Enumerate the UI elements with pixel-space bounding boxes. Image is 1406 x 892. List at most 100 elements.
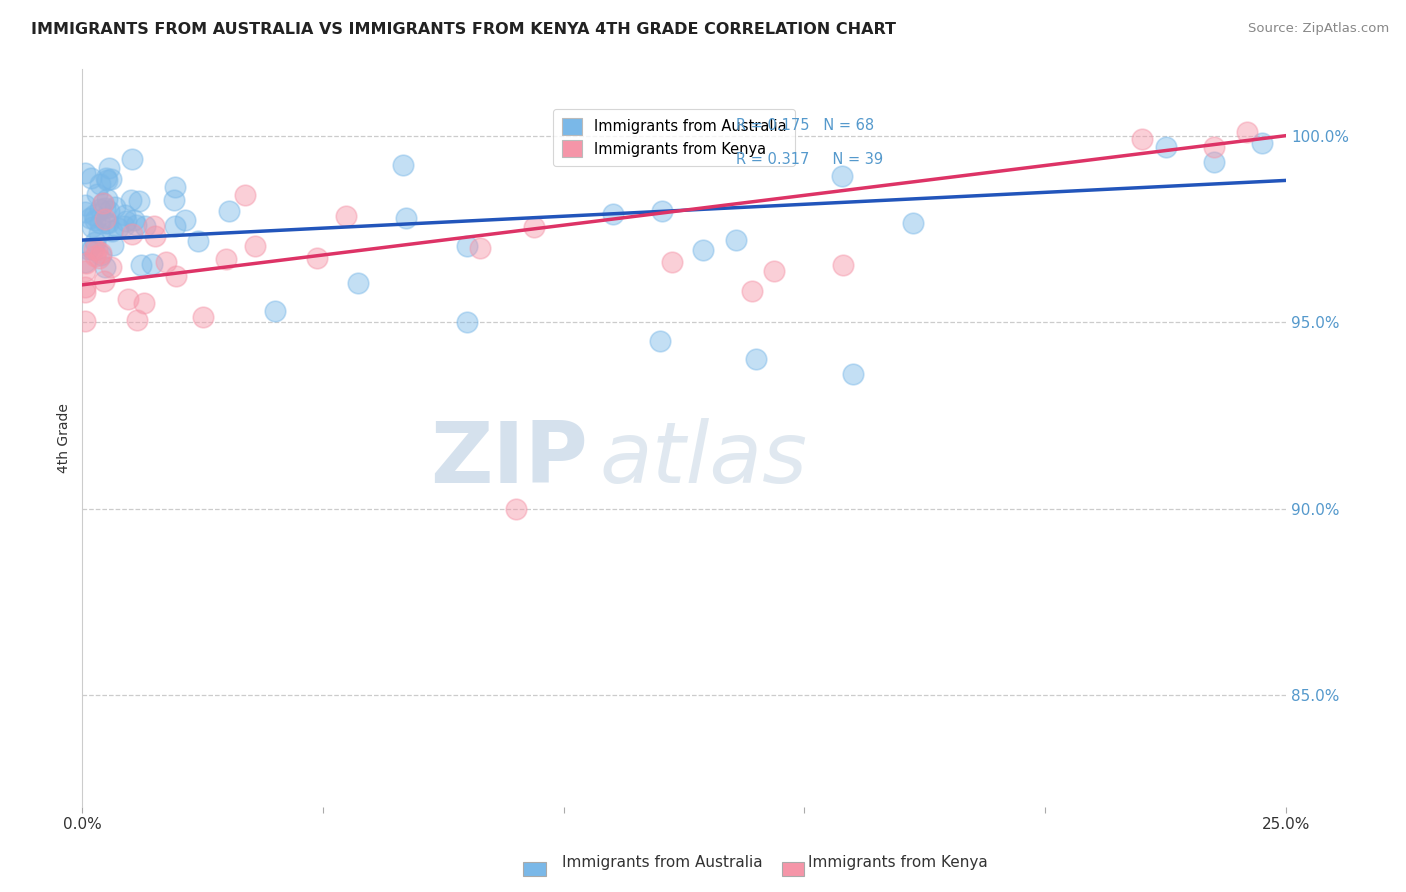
Point [76,242,98,256]
Point [1130,132,1153,146]
Point [214,252,236,266]
Point [98,204,121,219]
Point [745,352,768,367]
Point [101,224,124,238]
Point [90,248,112,262]
Point [264,304,287,318]
Point [127,313,149,327]
Point [75,255,97,269]
Text: Immigrants from Kenya: Immigrants from Kenya [808,855,988,870]
Point [191,310,214,324]
Point [91,196,114,211]
Point [94,260,117,275]
Point [80,220,103,235]
Text: R = 0.175   N = 68: R = 0.175 N = 68 [735,118,875,133]
Point [831,169,853,183]
Point [724,233,747,247]
Point [125,218,148,232]
Point [143,228,166,243]
Text: Source: ZipAtlas.com: Source: ZipAtlas.com [1249,22,1389,36]
Point [89,216,111,230]
Point [75,256,97,270]
Point [86,187,108,202]
Point [165,268,187,283]
Point [648,334,671,348]
Point [94,170,117,185]
Point [75,204,97,219]
Text: atlas: atlas [600,418,808,501]
Point [128,194,150,208]
Point [155,255,177,269]
Point [1236,125,1258,139]
Point [86,243,108,257]
Point [163,219,186,233]
Point [124,212,146,227]
Point [523,220,546,235]
Point [602,207,624,221]
Point [218,203,240,218]
Point [107,220,129,235]
Point [73,264,96,278]
Point [97,216,120,230]
Text: R = 0.317     N = 39: R = 0.317 N = 39 [735,152,883,167]
Point [94,216,117,230]
Point [101,238,124,252]
Point [233,188,256,202]
Legend: Immigrants from Australia, Immigrants from Kenya: Immigrants from Australia, Immigrants fr… [553,109,796,166]
Point [117,292,139,306]
Point [1202,140,1225,154]
Point [73,285,96,299]
Point [73,280,96,294]
Point [84,213,107,227]
Point [661,255,683,269]
Point [841,368,863,382]
Point [115,214,138,228]
Text: Immigrants from Australia: Immigrants from Australia [562,855,763,870]
Point [832,258,855,272]
Point [692,243,714,257]
Point [114,208,136,222]
Point [93,201,115,215]
Point [89,202,111,216]
Point [80,171,103,186]
Point [93,274,115,288]
Point [83,235,105,249]
Point [1202,154,1225,169]
Point [87,226,110,240]
Point [84,248,107,262]
Point [90,245,112,260]
Point [129,258,152,272]
Y-axis label: 4th Grade: 4th Grade [58,403,72,473]
Point [89,177,111,191]
Point [174,213,197,227]
Point [134,219,156,233]
Point [505,501,527,516]
Point [89,251,111,265]
Point [100,171,122,186]
Point [82,242,104,256]
Point [83,242,105,256]
Point [120,193,142,207]
Point [162,193,184,207]
Point [79,211,101,225]
Point [132,295,155,310]
Point [163,179,186,194]
Point [741,285,763,299]
Point [121,227,143,242]
Point [75,314,97,328]
Point [104,200,127,214]
Point [346,276,368,290]
Point [456,315,478,329]
Point [100,260,122,274]
Point [143,219,166,234]
Text: IMMIGRANTS FROM AUSTRALIA VS IMMIGRANTS FROM KENYA 4TH GRADE CORRELATION CHART: IMMIGRANTS FROM AUSTRALIA VS IMMIGRANTS … [31,22,896,37]
Point [651,203,673,218]
Point [73,166,96,180]
Point [763,264,786,278]
Point [96,173,118,187]
Point [335,209,357,223]
Point [392,158,415,172]
Point [98,161,121,175]
Point [112,219,135,233]
Point [307,251,329,265]
